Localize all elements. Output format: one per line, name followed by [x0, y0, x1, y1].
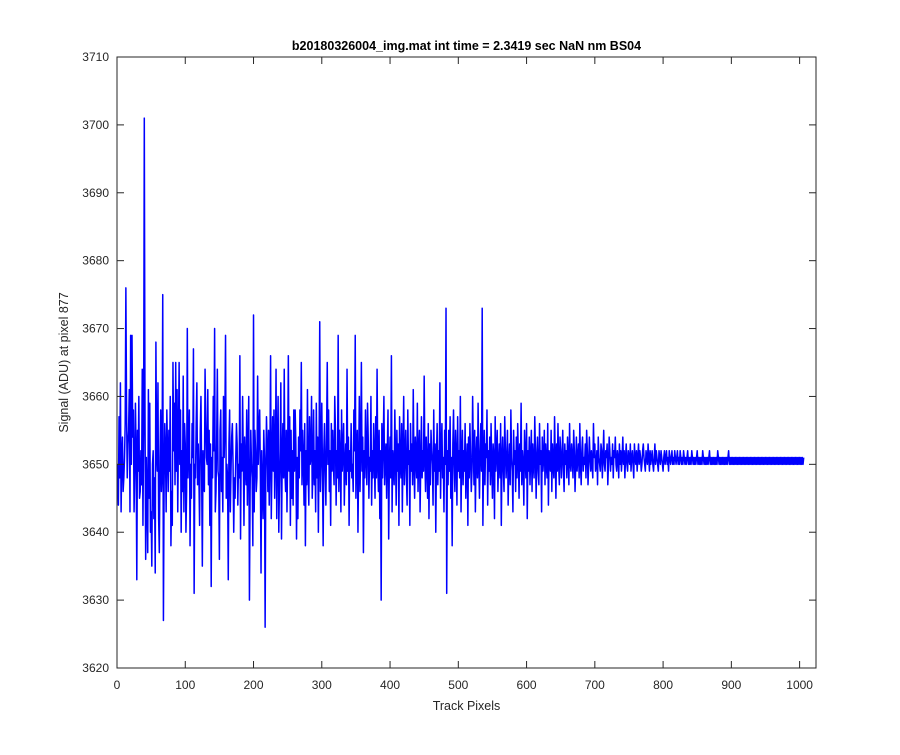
x-tick-label: 200: [244, 678, 264, 692]
y-tick-label: 3670: [82, 322, 109, 336]
x-tick-label: 1000: [786, 678, 813, 692]
x-tick-label: 500: [448, 678, 468, 692]
y-tick-label: 3690: [82, 186, 109, 200]
x-tick-label: 800: [653, 678, 673, 692]
plot-background: [117, 57, 816, 668]
x-tick-label: 600: [517, 678, 537, 692]
x-tick-label: 400: [380, 678, 400, 692]
signal-series-line: [116, 117, 805, 629]
y-tick-label: 3620: [82, 661, 109, 675]
y-tick-label: 3650: [82, 457, 109, 471]
y-axis: 3620 3630 3640 3650 3660 3670 3680 3690 3700 3710: [82, 50, 816, 675]
plot-frame: [116, 56, 817, 669]
x-tick-label: 700: [585, 678, 605, 692]
chart-title: b20180326004_img.mat int time = 2.3419 s…: [292, 39, 641, 53]
y-tick-label: 3710: [82, 50, 109, 64]
y-tick-label: 3640: [82, 525, 109, 539]
series-layer: [116, 117, 805, 629]
x-tick-label: 900: [721, 678, 741, 692]
y-axis-label: Signal (ADU) at pixel 877: [57, 292, 71, 432]
x-tick-label: 0: [114, 678, 121, 692]
x-axis: 0 100 200 300 400 500 600 700 800 900 1000: [114, 57, 813, 692]
x-tick-label: 100: [175, 678, 195, 692]
y-tick-label: 3680: [82, 254, 109, 268]
y-tick-label: 3660: [82, 389, 109, 403]
x-tick-label: 300: [312, 678, 332, 692]
x-axis-label: Track Pixels: [433, 699, 501, 713]
y-tick-label: 3700: [82, 118, 109, 132]
y-tick-label: 3630: [82, 593, 109, 607]
